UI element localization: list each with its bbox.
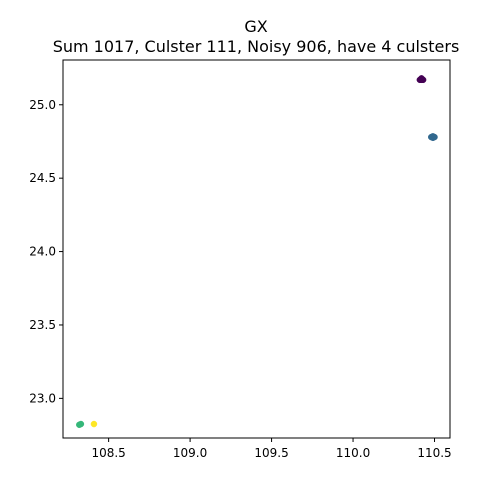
x-tick-label: 109.5 (254, 446, 288, 460)
y-tick-label: 23.5 (29, 318, 56, 332)
x-tick-label: 108.5 (91, 446, 125, 460)
plot-frame (62, 59, 451, 439)
y-tick-label: 24.0 (29, 245, 56, 259)
chart-title: GX (244, 17, 267, 36)
y-axis: 23.0 23.5 24.0 24.5 25.0 (29, 98, 63, 405)
chart-subtitle: Sum 1017, Culster 111, Noisy 906, have 4… (53, 37, 460, 56)
points-layer (76, 75, 438, 429)
data-point (418, 75, 425, 83)
data-point (90, 420, 98, 428)
y-tick-label: 23.0 (29, 391, 56, 405)
x-tick-label: 109.0 (173, 446, 207, 460)
x-axis: 108.5 109.0 109.5 110.0 110.5 (91, 438, 452, 460)
y-tick-label: 24.5 (29, 171, 56, 185)
x-tick-label: 110.5 (417, 446, 451, 460)
x-tick-label: 110.0 (336, 446, 370, 460)
data-point (77, 420, 85, 428)
data-point (431, 133, 438, 141)
y-tick-label: 25.0 (29, 98, 56, 112)
